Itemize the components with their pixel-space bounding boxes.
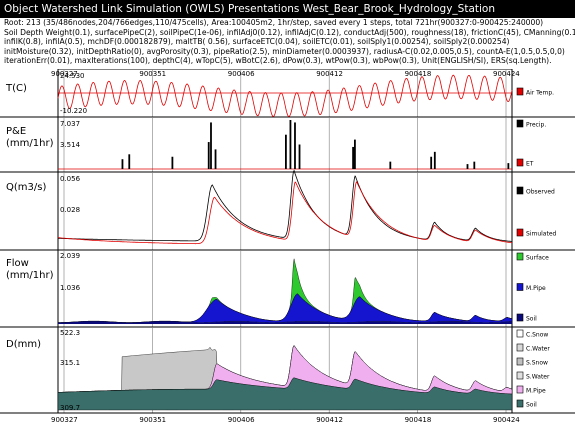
legend-label: S.Snow: [526, 360, 548, 367]
x-tick-label: 900351: [139, 416, 166, 424]
legend-label: Soil: [526, 316, 537, 323]
info-line: Root: 213 (35/486nodes,204/766edges,110/…: [4, 18, 544, 27]
y-tick-label: 2.039: [60, 252, 80, 260]
y-tick-label: 315.1: [60, 359, 80, 367]
x-tick-label: 900412: [316, 416, 343, 424]
precip-bar: [430, 156, 433, 169]
info-line: Soil Depth Weight(0.1), surfacePipeC(2),…: [4, 27, 575, 37]
info-line: initMoisture(0.32), initDepthRatio(0), a…: [4, 46, 565, 56]
x-tick-label: 900406: [228, 70, 255, 78]
legend-label: Soil: [526, 402, 537, 409]
legend-label: Simulated: [526, 231, 557, 238]
soil-storage-area: [57, 377, 513, 411]
legend-swatch: [516, 119, 524, 128]
y-tick-label: 7.037: [60, 120, 80, 128]
plot-frame: [57, 249, 513, 328]
legend-swatch: [516, 158, 524, 167]
legend-label: M.Pipe: [526, 388, 546, 395]
legend-swatch: [516, 385, 524, 394]
precip-bar: [289, 120, 292, 169]
x-tick-label: 900327: [51, 416, 78, 424]
x-tick-label: 900351: [139, 70, 166, 78]
precip-bar: [298, 144, 301, 169]
info-line: infilK(0.8), infilA(0.5), mchDF(0.000182…: [4, 37, 510, 47]
legend-swatch: [516, 313, 524, 322]
x-tick-label: 900424: [493, 70, 520, 78]
precip-bar: [389, 161, 392, 169]
y-tick-label: 3.514: [60, 141, 81, 149]
x-tick-label: 900327: [51, 70, 78, 78]
x-tick-label: 900412: [316, 70, 343, 78]
plot-frame: [57, 171, 513, 251]
precip-bar: [128, 154, 131, 169]
legend-swatch: [516, 283, 524, 291]
y-tick-label: 522.3: [60, 329, 80, 337]
precip-bar: [171, 156, 174, 169]
precip-bar: [285, 134, 287, 169]
legend-label: Observed: [526, 189, 555, 196]
y-tick-label: -10.220: [60, 107, 87, 115]
precip-bar: [507, 163, 510, 169]
legend-label: ET: [526, 161, 534, 168]
x-tick-label: 900418: [405, 70, 432, 78]
precip-bar: [210, 122, 212, 169]
y-tick-label: 0.028: [60, 206, 80, 214]
legend-label: M.Pipe: [526, 285, 546, 292]
panel-y-label: D(mm): [6, 339, 41, 350]
y-tick-label: 24.530: [60, 72, 85, 80]
panel-y-label: T(C): [5, 83, 27, 94]
legend-label: Air Temp.: [526, 90, 554, 97]
precip-bar: [473, 161, 476, 169]
precip-bar: [354, 139, 356, 169]
legend-label: C.Snow: [526, 332, 548, 339]
simulation-info-panel: Root: 213 (35/486nodes,204/766edges,110/…: [0, 18, 575, 69]
y-tick-label: 1.036: [60, 284, 81, 292]
panel-y-label: Flow: [6, 258, 29, 269]
x-tick-label: 900424: [493, 416, 520, 424]
window-title-bar: Object Watershed Link Simulation (OWLS) …: [0, 0, 575, 18]
precip-bar: [294, 122, 296, 169]
panel-y-label: (mm/1hr): [6, 138, 54, 149]
legend-swatch: [516, 87, 524, 96]
y-tick-label: 309.7: [60, 404, 80, 412]
legend-label: C.Water: [526, 346, 550, 353]
x-tick-label: 900418: [405, 416, 432, 424]
legend-swatch: [516, 186, 524, 195]
precip-bar: [207, 142, 210, 169]
y-tick-label: 0.056: [60, 175, 81, 183]
legend-swatch: [516, 371, 524, 380]
precip-bar: [466, 164, 469, 169]
simulated-series: [57, 181, 512, 245]
panel-y-label: (mm/1hr): [6, 270, 54, 281]
legend-swatch: [516, 343, 524, 352]
x-tick-label: 900406: [228, 416, 255, 424]
soil-flow-area: [58, 321, 512, 324]
info-line: iterationErr(0.01), maxIterations(100), …: [4, 56, 552, 66]
legend-label: Surface: [526, 255, 549, 262]
panel-y-label: P&E: [6, 126, 26, 137]
panel-y-label: Q(m3/s): [6, 182, 46, 193]
precip-bar: [214, 149, 217, 169]
legend-swatch: [516, 357, 524, 366]
precip-bar: [352, 146, 354, 169]
air-temp-series: [57, 74, 513, 117]
precip-bar: [433, 151, 436, 169]
observed-series: [58, 169, 512, 242]
window-title: Object Watershed Link Simulation (OWLS) …: [4, 3, 495, 15]
legend-label: Precip.: [526, 122, 546, 129]
legend-swatch: [516, 252, 524, 261]
legend-swatch: [516, 399, 524, 408]
legend-swatch: [516, 329, 524, 338]
legend-label: S.Water: [526, 374, 550, 381]
precip-bar: [121, 159, 124, 169]
legend-swatch: [516, 228, 524, 237]
